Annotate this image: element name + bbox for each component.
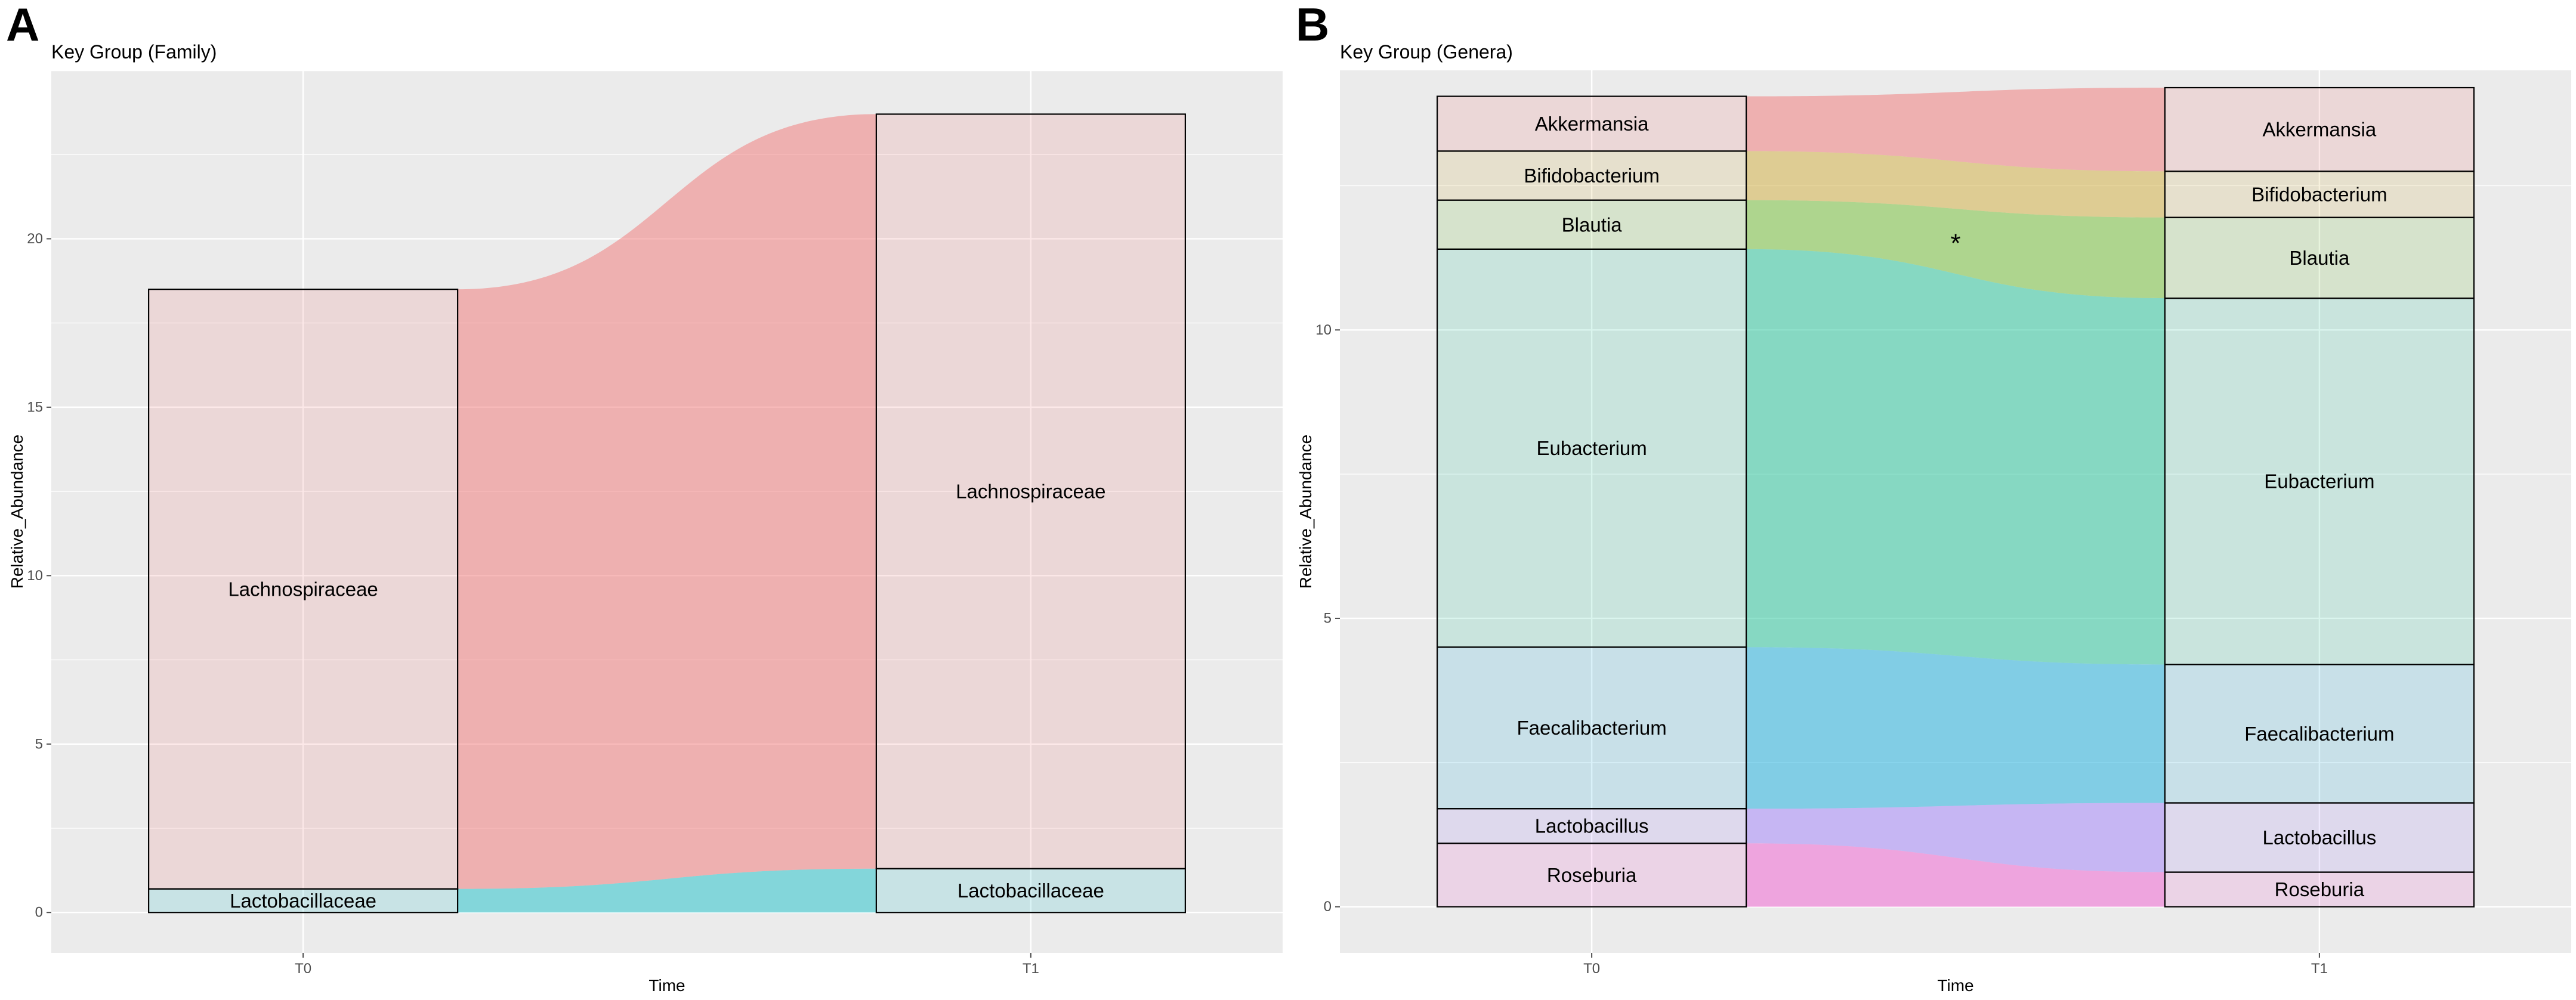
panel-b-stratum-roseburia-t0 (1437, 843, 1747, 908)
panel-a-stratum-label-lactobacillaceae-t0: Lactobacillaceae (230, 890, 376, 912)
panel-a-y-axis: 0 5 10 15 20 (27, 231, 51, 921)
panel-b-x-tick-label-t0: T0 (1583, 961, 1600, 977)
panel-b-flow-roseburia (1746, 843, 2165, 907)
panel-b-annotation-asterisk: * (1950, 229, 1960, 258)
panel-b-stratum-label-eubacterium-t0: Eubacterium (1536, 437, 1647, 459)
panel-b-stratum-label-faecalibacterium-t1: Faecalibacterium (2244, 723, 2394, 745)
panel-b-stratum-blautia-t0 (1437, 199, 1747, 250)
panel-b-y-tick-label: 10 (1315, 322, 1332, 338)
panel-b-stratum-label-lactobacillus-t0: Lactobacillus (1535, 815, 1649, 837)
panel-b-flow-akkermansia (1746, 88, 2165, 172)
panel-b-y-tick-label: 0 (1324, 899, 1332, 915)
panel-a-title: Key Group (Family) (51, 41, 217, 63)
panel-a-stratum-lactobacillaceae-t0 (148, 888, 459, 914)
panel-letter-a: A (6, 0, 39, 51)
panel-a-x-tick-label-t0: T0 (295, 961, 311, 977)
panel-a-stratum-label-lachnospiraceae-t1: Lachnospiraceae (956, 481, 1105, 503)
panel-b-y-axis: 0 5 10 (1315, 322, 1340, 915)
panel-b-stratum-label-akkermansia-t1: Akkermansia (2263, 119, 2377, 141)
panel-a-stratum-label-lachnospiraceae-t0: Lachnospiraceae (228, 578, 378, 600)
panel-a-stratum-lactobacillaceae-t1 (875, 868, 1186, 914)
panel-b-stratum-blautia-t1 (2164, 216, 2475, 299)
panel-a-stratum-lachnospiraceae-t1 (875, 113, 1186, 869)
panel-b-x-tick-label-t1: T1 (2311, 961, 2328, 977)
panel-b-flow-eubacterium (1746, 249, 2165, 665)
panel-b-y-tick-label: 5 (1324, 610, 1332, 626)
panel-a-y-axis-title: Relative_Abundance (8, 435, 26, 589)
panel-a-x-tick-label-t1: T1 (1023, 961, 1039, 977)
panel-a: A Key Group (Family) Lactobacillaceae Lac… (6, 0, 1283, 995)
panel-b-stratum-label-faecalibacterium-t0: Faecalibacterium (1516, 717, 1666, 739)
panel-a-y-tick-label: 10 (27, 568, 43, 584)
panel-b-stratum-label-roseburia-t1: Roseburia (2275, 878, 2365, 900)
panel-b-flow-bifidobacterium (1746, 151, 2165, 218)
panel-b-stratum-faecalibacterium-t1 (2164, 664, 2475, 804)
panel-letter-b: B (1296, 0, 1329, 51)
panel-b-stratum-eubacterium-t1 (2164, 297, 2475, 665)
panel-b-stratum-label-blautia-t1: Blautia (2289, 247, 2350, 269)
panel-b-stratum-label-roseburia-t0: Roseburia (1547, 864, 1637, 886)
panel-a-stratum-label-lactobacillaceae-t1: Lactobacillaceae (957, 880, 1104, 902)
panel-a-stratum-labels: Lactobacillaceae Lactobacillaceae Lachnosp… (228, 481, 1105, 912)
panel-b-flow-faecalibacterium (1746, 647, 2165, 809)
panel-b-stratum-lactobacillus-t1 (2164, 802, 2475, 873)
panel-b-flow-blautia (1746, 200, 2165, 299)
panel-b-x-axis-title: Time (1937, 976, 1973, 995)
panel-a-flow-lachnospiraceae (458, 114, 876, 889)
panel-a-y-tick-label: 15 (27, 399, 43, 415)
panel-b-flows (1746, 88, 2165, 907)
panel-b-stratum-lactobacillus-t0 (1437, 808, 1747, 844)
panel-a-x-axis-title: Time (648, 976, 685, 995)
panel-a-y-tick-label: 5 (35, 736, 43, 752)
panel-a-stratum-lachnospiraceae-t0 (148, 289, 459, 890)
panel-a-flow-lactobacillaceae (458, 868, 876, 913)
panel-b-stratum-label-bifidobacterium-t1: Bifidobacterium (2251, 183, 2387, 205)
panel-a-x-axis: T0 T1 (295, 953, 1039, 977)
panel-b-stratum-label-eubacterium-t1: Eubacterium (2264, 470, 2374, 493)
panel-b-stratum-akkermansia-t1 (2164, 86, 2475, 172)
panel-a-y-tick-label: 0 (35, 905, 43, 921)
panel-b-stratum-label-blautia-t0: Blautia (1562, 213, 1623, 236)
panel-b-annotations: * (1950, 229, 1960, 258)
panel-b-strata (1437, 86, 2475, 908)
panel-b-stratum-label-akkermansia-t0: Akkermansia (1535, 113, 1649, 135)
panel-b-flow-lactobacillus (1746, 803, 2165, 872)
panel-b-stratum-eubacterium-t0 (1437, 248, 1747, 648)
panel-b-stratum-faecalibacterium-t0 (1437, 646, 1747, 810)
panel-a-strata (148, 113, 1186, 914)
panel-a-flows (458, 114, 876, 913)
panel-b-stratum-akkermansia-t0 (1437, 95, 1747, 152)
panel-a-y-tick-label: 20 (27, 231, 43, 247)
panel-b-x-axis: T0 T1 (1583, 953, 2328, 977)
panel-b-y-axis-title: Relative_Abundance (1296, 435, 1315, 589)
panel-b-stratum-label-lactobacillus-t1: Lactobacillus (2262, 826, 2376, 849)
panel-b: B Key Group (Genera) Roseburia Roseburia L… (1296, 0, 2571, 995)
panel-b-stratum-label-bifidobacterium-t0: Bifidobacterium (1524, 165, 1659, 187)
panel-b-stratum-labels: Roseburia Roseburia Lactobacillus Lactobaci… (1516, 113, 2394, 900)
panel-b-title: Key Group (Genera) (1340, 41, 1513, 63)
